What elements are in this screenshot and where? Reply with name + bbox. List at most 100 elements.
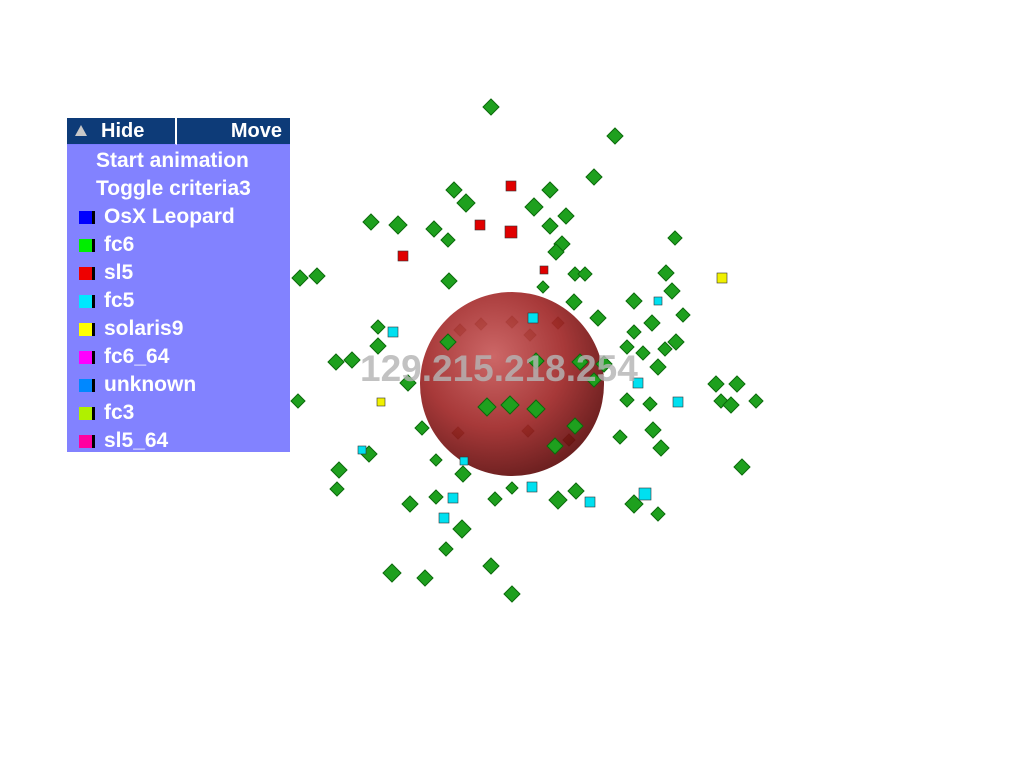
host-node-green[interactable] bbox=[454, 465, 472, 483]
host-node-green[interactable] bbox=[428, 489, 444, 505]
host-node-green[interactable] bbox=[557, 207, 575, 225]
host-node-green[interactable] bbox=[526, 399, 546, 419]
host-node-green[interactable] bbox=[541, 217, 559, 235]
host-node-red[interactable] bbox=[474, 219, 486, 231]
host-node-green[interactable] bbox=[649, 358, 667, 376]
host-node-green[interactable] bbox=[456, 193, 476, 213]
host-node-green[interactable] bbox=[728, 375, 746, 393]
host-node-green[interactable] bbox=[619, 392, 635, 408]
host-node-green[interactable] bbox=[482, 557, 500, 575]
legend-item-solaris9[interactable]: solaris9 bbox=[67, 315, 290, 343]
host-node-green[interactable] bbox=[343, 351, 361, 369]
legend-item-fc6-64[interactable]: fc6_64 bbox=[67, 343, 290, 371]
host-node-green[interactable] bbox=[652, 439, 670, 457]
host-node-green[interactable] bbox=[624, 494, 644, 514]
host-node-green[interactable] bbox=[571, 353, 589, 371]
host-node-green[interactable] bbox=[667, 230, 683, 246]
host-node-green[interactable] bbox=[370, 319, 386, 335]
host-node-green[interactable] bbox=[505, 481, 519, 495]
host-node-green[interactable] bbox=[547, 243, 565, 261]
host-node-green[interactable] bbox=[566, 417, 584, 435]
host-node-cyan[interactable] bbox=[638, 487, 652, 501]
host-node-green[interactable] bbox=[657, 264, 675, 282]
hide-button[interactable]: Hide bbox=[67, 118, 177, 145]
host-node-cyan[interactable] bbox=[526, 481, 538, 493]
legend-item-fc6[interactable]: fc6 bbox=[67, 231, 290, 259]
host-node-green[interactable] bbox=[416, 569, 434, 587]
host-node-green[interactable] bbox=[329, 481, 345, 497]
host-node-cyan[interactable] bbox=[447, 492, 459, 504]
host-node-green[interactable] bbox=[585, 168, 603, 186]
legend-item-sl5[interactable]: sl5 bbox=[67, 259, 290, 287]
host-node-yellow[interactable] bbox=[376, 397, 386, 407]
legend-item-sl5-64[interactable]: sl5_64 bbox=[67, 427, 290, 455]
central-host-sphere[interactable] bbox=[420, 292, 604, 476]
host-node-green[interactable] bbox=[425, 220, 443, 238]
host-node-red[interactable] bbox=[539, 265, 549, 275]
host-node-cyan[interactable] bbox=[584, 496, 596, 508]
host-node-green[interactable] bbox=[625, 292, 643, 310]
host-node-cyan[interactable] bbox=[357, 445, 367, 455]
host-node-green[interactable] bbox=[440, 232, 456, 248]
host-node-green[interactable] bbox=[722, 396, 740, 414]
host-node-green[interactable] bbox=[327, 353, 345, 371]
host-node-green[interactable] bbox=[748, 393, 764, 409]
host-node-yellow[interactable] bbox=[716, 272, 728, 284]
host-node-green[interactable] bbox=[527, 352, 545, 370]
host-node-green[interactable] bbox=[644, 421, 662, 439]
host-node-green[interactable] bbox=[440, 272, 458, 290]
toggle-criteria-button[interactable]: Toggle criteria3 bbox=[96, 177, 251, 200]
host-node-green[interactable] bbox=[524, 197, 544, 217]
host-node-green[interactable] bbox=[595, 355, 613, 373]
host-node-green[interactable] bbox=[382, 563, 402, 583]
host-node-cyan[interactable] bbox=[387, 326, 399, 338]
host-node-green[interactable] bbox=[667, 333, 685, 351]
host-node-green[interactable] bbox=[589, 309, 607, 327]
start-animation-button[interactable]: Start animation bbox=[96, 149, 249, 172]
host-node-green[interactable] bbox=[650, 506, 666, 522]
host-node-green[interactable] bbox=[362, 213, 380, 231]
host-node-green[interactable] bbox=[482, 98, 500, 116]
host-node-green[interactable] bbox=[438, 541, 454, 557]
host-node-green[interactable] bbox=[546, 437, 564, 455]
host-node-green[interactable] bbox=[452, 519, 472, 539]
host-node-green[interactable] bbox=[291, 269, 309, 287]
host-node-cyan[interactable] bbox=[527, 312, 539, 324]
host-node-green[interactable] bbox=[565, 293, 583, 311]
host-node-green[interactable] bbox=[642, 396, 658, 412]
host-node-cyan[interactable] bbox=[459, 456, 469, 466]
host-node-cyan[interactable] bbox=[672, 396, 684, 408]
host-node-cyan[interactable] bbox=[438, 512, 450, 524]
host-node-green[interactable] bbox=[401, 495, 419, 513]
host-node-green[interactable] bbox=[675, 307, 691, 323]
host-node-green[interactable] bbox=[536, 280, 550, 294]
host-node-red[interactable] bbox=[505, 180, 517, 192]
host-node-green[interactable] bbox=[541, 181, 559, 199]
host-node-green[interactable] bbox=[369, 337, 387, 355]
host-node-green[interactable] bbox=[663, 282, 681, 300]
host-node-green[interactable] bbox=[330, 461, 348, 479]
legend-item-fc3[interactable]: fc3 bbox=[67, 399, 290, 427]
host-node-green[interactable] bbox=[586, 372, 602, 388]
host-node-green[interactable] bbox=[414, 420, 430, 436]
host-node-green[interactable] bbox=[619, 339, 635, 355]
host-node-green[interactable] bbox=[567, 482, 585, 500]
host-node-green[interactable] bbox=[503, 585, 521, 603]
legend-item-unknown[interactable]: unknown bbox=[67, 371, 290, 399]
host-node-cyan[interactable] bbox=[632, 377, 644, 389]
host-node-green[interactable] bbox=[445, 181, 463, 199]
legend-item-osx-leopard[interactable]: OsX Leopard bbox=[67, 203, 290, 231]
legend-item-fc5[interactable]: fc5 bbox=[67, 287, 290, 315]
host-node-green[interactable] bbox=[643, 314, 661, 332]
host-node-green[interactable] bbox=[429, 453, 443, 467]
host-node-green[interactable] bbox=[626, 324, 642, 340]
host-node-green[interactable] bbox=[612, 429, 628, 445]
host-node-green[interactable] bbox=[606, 127, 624, 145]
move-button[interactable]: Move bbox=[177, 118, 290, 145]
host-node-green[interactable] bbox=[290, 393, 306, 409]
host-node-green[interactable] bbox=[439, 333, 457, 351]
host-node-green[interactable] bbox=[577, 266, 593, 282]
host-node-green[interactable] bbox=[388, 215, 408, 235]
host-node-green[interactable] bbox=[657, 341, 673, 357]
host-node-green[interactable] bbox=[635, 345, 651, 361]
